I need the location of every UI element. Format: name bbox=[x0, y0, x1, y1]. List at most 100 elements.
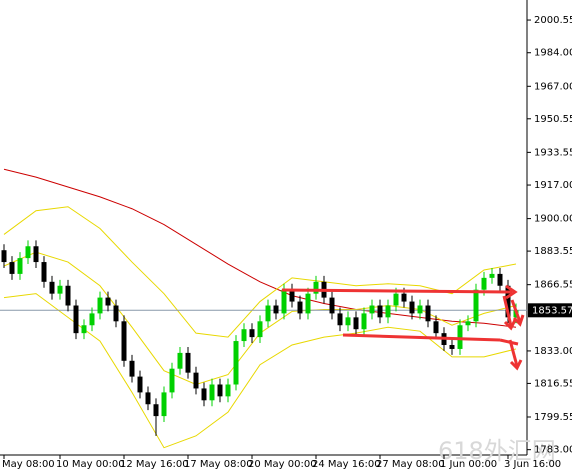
annotation-arrows bbox=[281, 284, 525, 371]
indicator-line bbox=[3, 206, 517, 338]
y-tick-label: 1917.00 bbox=[534, 180, 572, 191]
candle-body bbox=[353, 317, 359, 330]
candle-body bbox=[473, 289, 479, 322]
candle-body bbox=[505, 285, 511, 318]
y-tick-label: 1799.55 bbox=[534, 412, 572, 423]
candle-body bbox=[113, 305, 119, 322]
plot bbox=[0, 168, 527, 449]
candle-body bbox=[169, 368, 175, 393]
watermark: 618外汇网 bbox=[438, 437, 556, 465]
candle-body bbox=[369, 305, 375, 314]
candle-body bbox=[409, 301, 415, 314]
candle-body bbox=[49, 281, 55, 294]
candle-body bbox=[329, 297, 335, 314]
y-tick-label: 1967.00 bbox=[534, 81, 572, 92]
y-tick-label: 1833.00 bbox=[534, 346, 572, 357]
candle-body bbox=[417, 305, 423, 314]
candle-body bbox=[145, 392, 151, 405]
candle-body bbox=[265, 305, 271, 322]
x-tick-label: 1 Jun 00:00 bbox=[440, 459, 497, 470]
candle-body bbox=[177, 352, 183, 369]
candle-body bbox=[257, 321, 263, 338]
candle-body bbox=[449, 345, 455, 349]
arrow-line bbox=[502, 295, 513, 327]
candle-body bbox=[273, 305, 279, 314]
x-tick-label: May 08:00 bbox=[2, 459, 55, 470]
y-tick-label: 2000.55 bbox=[534, 15, 572, 26]
candle-body bbox=[9, 262, 15, 274]
candle-body bbox=[425, 305, 431, 322]
indicator-line bbox=[3, 168, 517, 328]
arrow-head bbox=[509, 359, 523, 371]
y-tick-label: 1900.00 bbox=[534, 214, 572, 225]
arrow-line bbox=[510, 299, 522, 323]
x-tick-label: 3 Jun 16:00 bbox=[504, 459, 561, 470]
candle-body bbox=[121, 321, 127, 361]
candle-body bbox=[33, 246, 39, 263]
candle-body bbox=[249, 329, 255, 338]
candle-body bbox=[297, 301, 303, 314]
candle-body bbox=[393, 293, 399, 306]
candle-body bbox=[201, 388, 207, 401]
candle-body bbox=[433, 321, 439, 334]
candle-body bbox=[57, 285, 63, 294]
candle-body bbox=[401, 293, 407, 302]
x-tick-label: 17 May 08:00 bbox=[184, 459, 253, 470]
candle-body bbox=[209, 384, 215, 401]
arrow-line bbox=[342, 333, 501, 342]
arrow-line bbox=[281, 288, 513, 294]
candle-body bbox=[97, 297, 103, 314]
candle-body bbox=[313, 281, 319, 294]
candle-body bbox=[137, 376, 143, 393]
y-tick-label: 1883.55 bbox=[534, 246, 572, 257]
y-tick-label: 1783.00 bbox=[534, 445, 572, 456]
x-tick-label: 27 May 08:00 bbox=[376, 459, 445, 470]
indicator-line bbox=[3, 293, 517, 449]
candle-body bbox=[1, 250, 7, 263]
last-price-label: 1853.57 bbox=[532, 305, 572, 316]
candle-body bbox=[457, 325, 463, 349]
candle-body bbox=[73, 305, 79, 334]
candle-body bbox=[233, 341, 239, 385]
x-tick-label: 12 May 16:00 bbox=[120, 459, 189, 470]
candle-body bbox=[225, 384, 231, 397]
candle-body bbox=[289, 289, 295, 302]
candle-body bbox=[89, 313, 95, 326]
y-tick-label: 1984.00 bbox=[534, 48, 572, 59]
candle-body bbox=[217, 384, 223, 397]
arrow-head bbox=[512, 314, 525, 327]
candle-body bbox=[337, 313, 343, 326]
last-price-box bbox=[528, 303, 572, 318]
y-tick-label: 1933.55 bbox=[534, 147, 572, 158]
y-tick-label: 1866.55 bbox=[534, 280, 572, 291]
x-tick-label: 24 May 16:00 bbox=[312, 459, 381, 470]
y-tick-label: 1950.55 bbox=[534, 114, 572, 125]
candle-body bbox=[465, 321, 471, 326]
candle-body bbox=[377, 305, 383, 318]
arrow-line bbox=[508, 339, 519, 367]
x-tick-label: 20 May 00:00 bbox=[248, 459, 317, 470]
candle-body bbox=[281, 289, 287, 314]
candle-body bbox=[17, 258, 23, 274]
candle-body bbox=[161, 392, 167, 417]
candle-body bbox=[361, 313, 367, 330]
x-tick-label: 10 May 00:00 bbox=[56, 459, 125, 470]
candle-body bbox=[481, 277, 487, 290]
arrow-head bbox=[505, 284, 518, 300]
candle-body bbox=[105, 297, 111, 306]
y-tick-label: 1816.55 bbox=[534, 378, 572, 389]
candle-body bbox=[385, 305, 391, 318]
candle-body bbox=[497, 273, 503, 286]
candle-body bbox=[305, 293, 311, 314]
arrow-head bbox=[503, 319, 517, 331]
candle-body bbox=[345, 317, 351, 326]
candle-body bbox=[185, 352, 191, 373]
candle-body bbox=[193, 372, 199, 389]
candle-body bbox=[65, 285, 71, 306]
candle-body bbox=[153, 404, 159, 417]
arrow-line bbox=[499, 338, 519, 346]
candle-body bbox=[25, 246, 31, 259]
candle-body bbox=[41, 262, 47, 282]
candle-body bbox=[241, 329, 247, 342]
